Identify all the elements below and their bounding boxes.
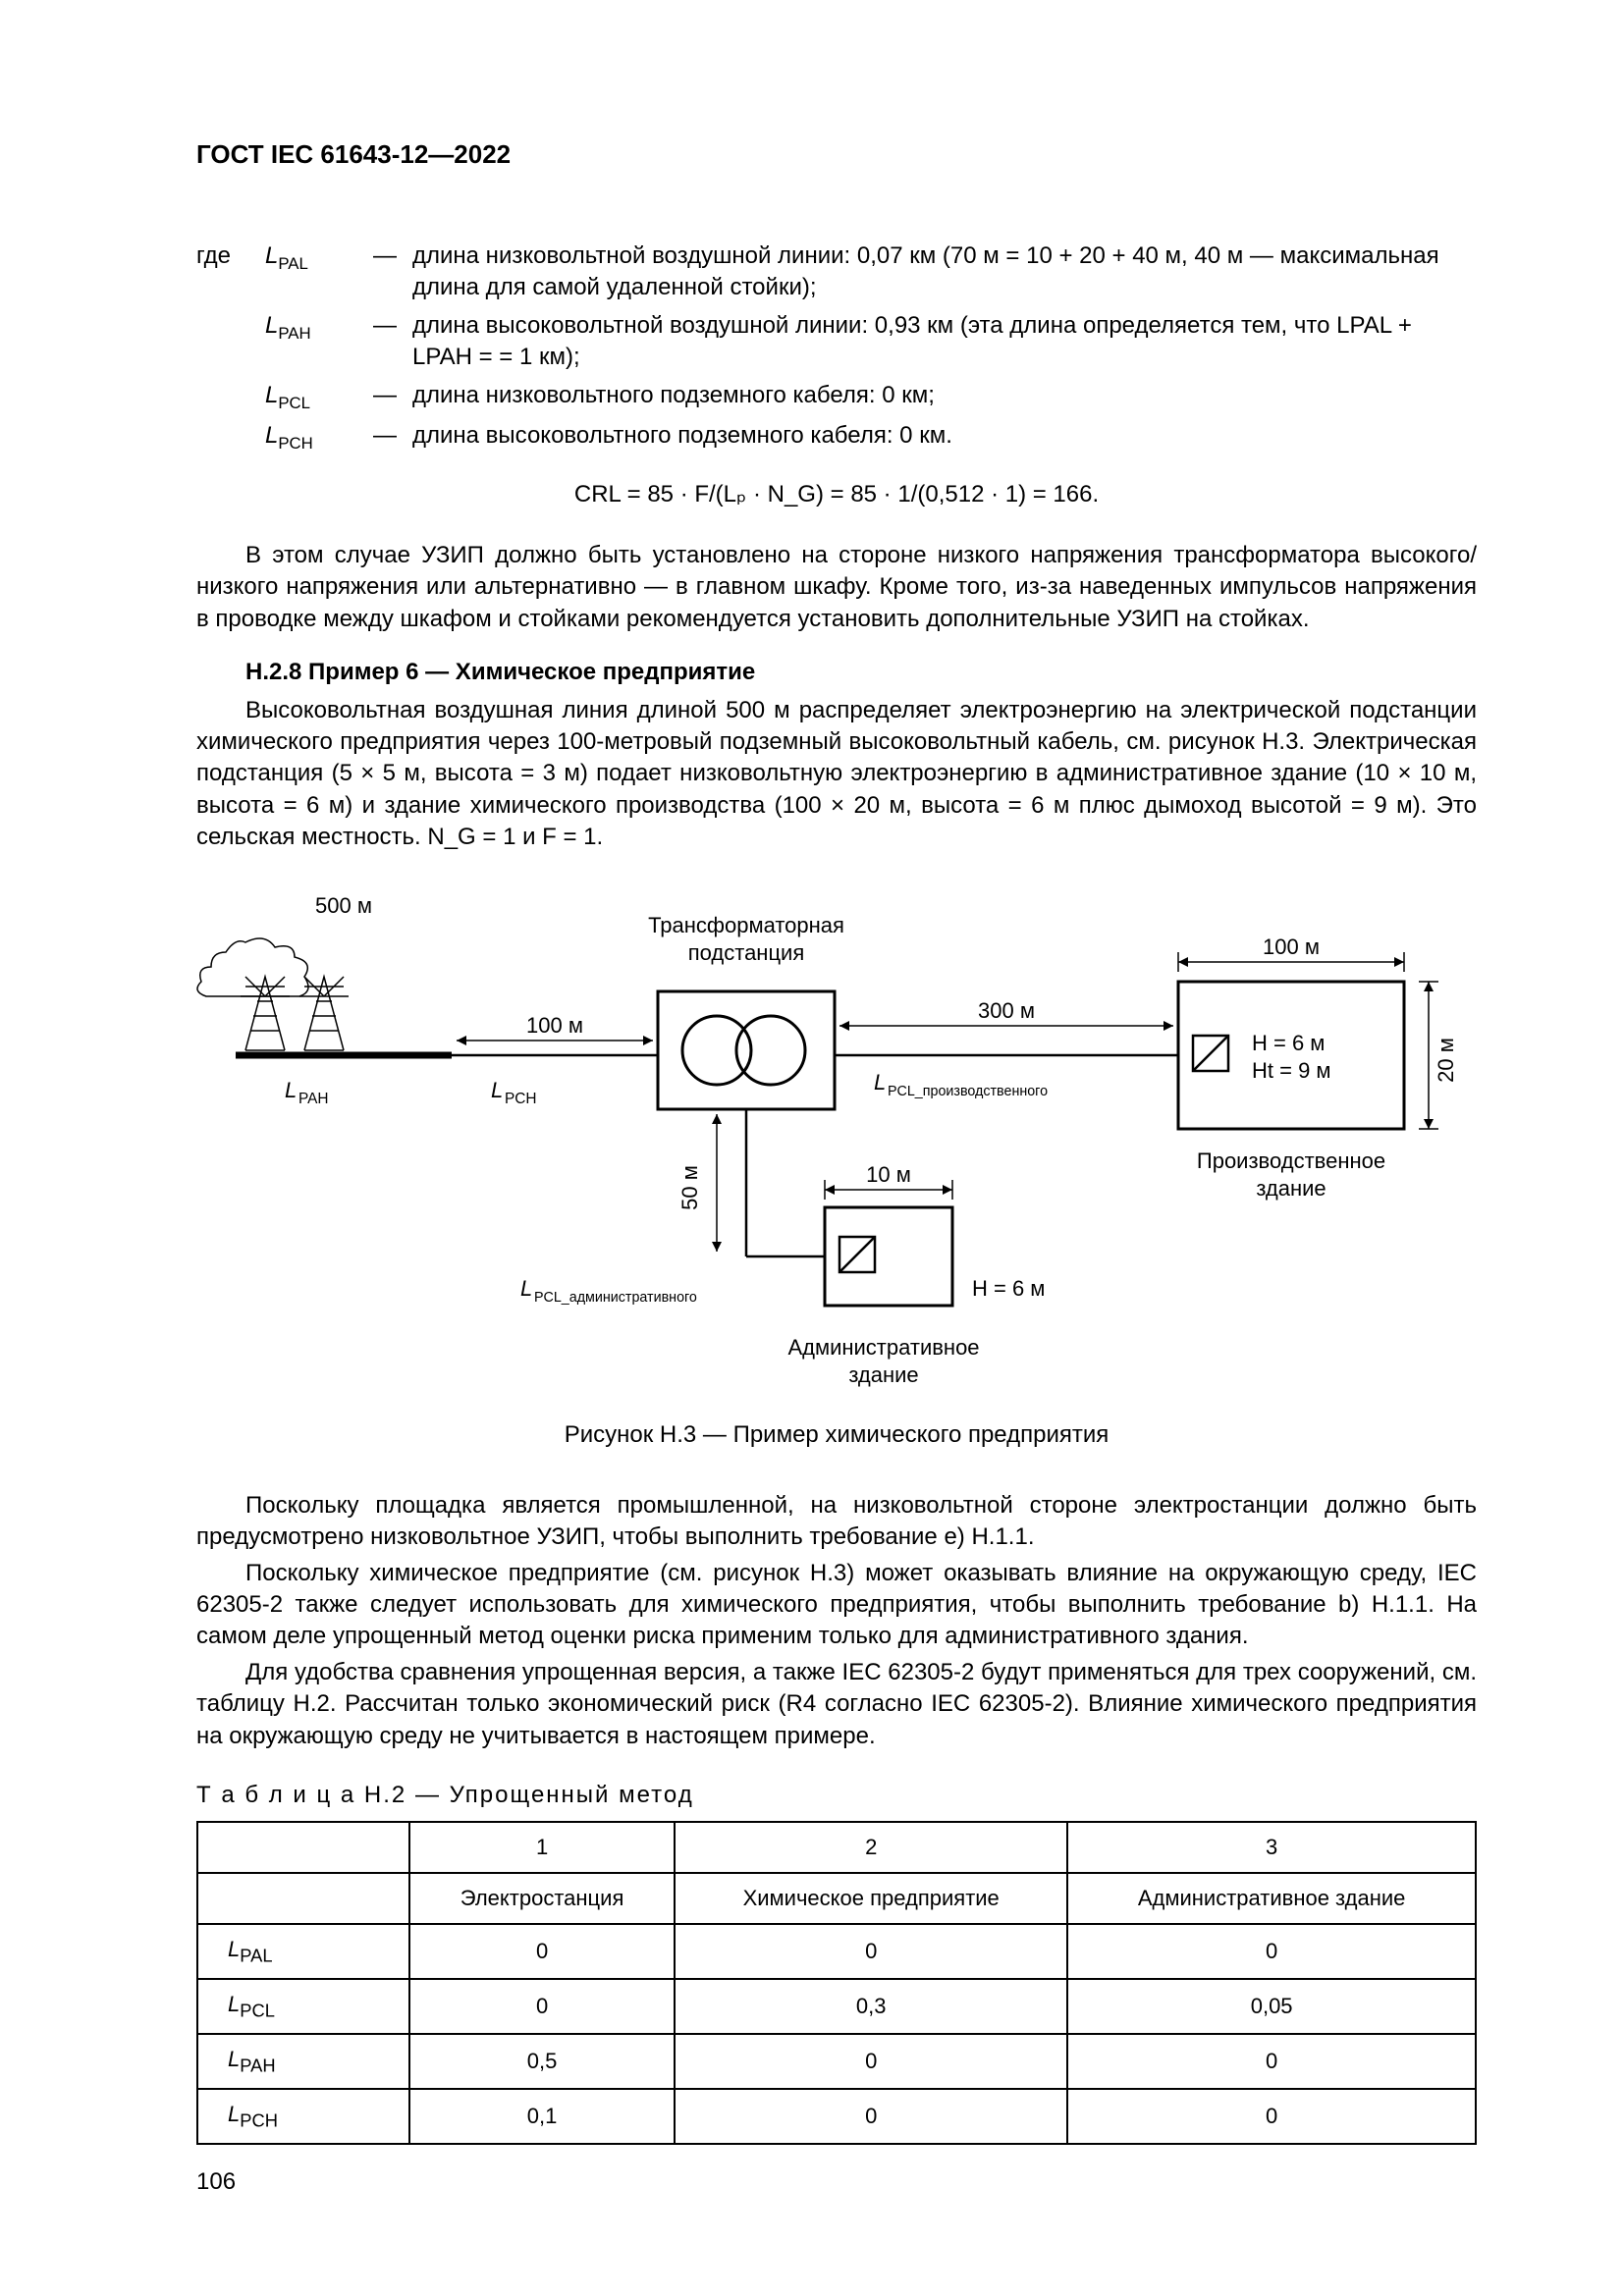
svg-text:H = 6 м: H = 6 м — [972, 1276, 1045, 1301]
svg-text:PCL_производственного: PCL_производственного — [888, 1084, 1048, 1099]
definition-row: LPCH—длина высоковольтного подземного ка… — [196, 420, 1477, 454]
formula: CRL = 85 · F/(Lₚ · N_G) = 85 · 1/(0,512 … — [196, 479, 1477, 510]
figure-caption: Рисунок Н.3 — Пример химического предпри… — [196, 1419, 1477, 1451]
svg-text:Ht = 9 м: Ht = 9 м — [1252, 1058, 1331, 1083]
svg-text:300 м: 300 м — [978, 998, 1035, 1023]
svg-text:Административное: Административное — [787, 1335, 979, 1360]
paragraph-3: Поскольку площадка является промышленной… — [196, 1490, 1477, 1554]
svg-text:L: L — [285, 1078, 297, 1102]
definition-row: LPAH—длина высоковольтной воздушной лини… — [196, 310, 1477, 374]
svg-text:Производственное: Производственное — [1197, 1148, 1385, 1173]
paragraph-5: Для удобства сравнения упрощенная версия… — [196, 1657, 1477, 1752]
svg-text:PCH: PCH — [505, 1091, 537, 1107]
definition-row: гдеLPAL—длина низковольтной воздушной ли… — [196, 240, 1477, 304]
svg-text:100 м: 100 м — [1263, 934, 1320, 959]
svg-text:20 м: 20 м — [1434, 1038, 1458, 1083]
svg-text:50 м: 50 м — [677, 1165, 702, 1210]
svg-text:здание: здание — [848, 1362, 918, 1387]
figure-h3-diagram: 500 мLPAHLPCH100 мТрансформаторнаяподста… — [196, 883, 1477, 1394]
svg-text:PAH: PAH — [298, 1091, 329, 1107]
svg-text:H = 6 м: H = 6 м — [1252, 1031, 1325, 1055]
paragraph-2: Высоковольтная воздушная линия длиной 50… — [196, 695, 1477, 854]
svg-text:L: L — [491, 1078, 503, 1102]
document-header: ГОСТ IEC 61643-12—2022 — [196, 137, 1477, 172]
definitions-block: гдеLPAL—длина низковольтной воздушной ли… — [196, 240, 1477, 455]
table-h2: 123ЭлектростанцияХимическое предприятиеА… — [196, 1821, 1477, 2145]
svg-text:PCL_административного: PCL_административного — [534, 1290, 697, 1306]
svg-text:100 м: 100 м — [526, 1013, 583, 1038]
svg-text:500 м: 500 м — [315, 893, 372, 918]
section-heading: Н.2.8 Пример 6 — Химическое предприятие — [196, 657, 1477, 688]
table-caption: Т а б л и ц а Н.2 — Упрощенный метод — [196, 1780, 1477, 1811]
svg-text:подстанция: подстанция — [688, 940, 805, 965]
svg-text:10 м: 10 м — [866, 1162, 911, 1187]
svg-text:L: L — [520, 1276, 532, 1301]
page: ГОСТ IEC 61643-12—2022 гдеLPAL—длина низ… — [0, 0, 1624, 2296]
definition-row: LPCL—длина низковольтного подземного каб… — [196, 380, 1477, 414]
svg-text:Трансформаторная: Трансформаторная — [648, 913, 844, 937]
svg-text:здание: здание — [1256, 1176, 1326, 1201]
svg-text:L: L — [874, 1070, 886, 1095]
paragraph-1: В этом случае УЗИП должно быть установле… — [196, 540, 1477, 635]
page-number: 106 — [196, 2166, 236, 2198]
paragraph-4: Поскольку химическое предприятие (см. ри… — [196, 1558, 1477, 1653]
